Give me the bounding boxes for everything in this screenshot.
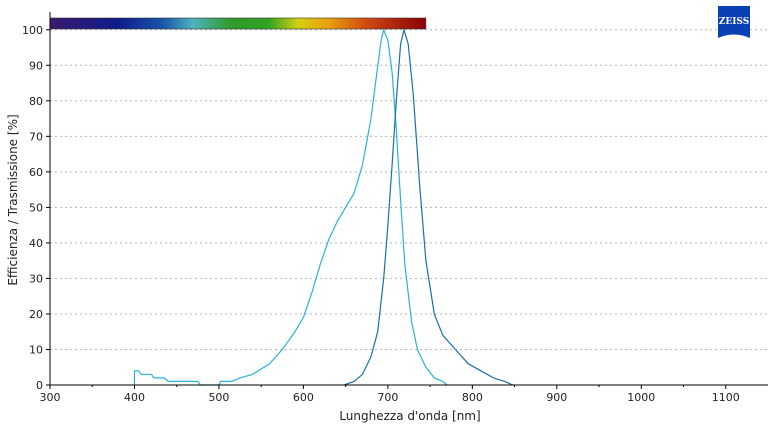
y-tick-labels: 0 10 20 30 40 50 60 70 80 90 100 <box>22 24 43 392</box>
zeiss-logo: ZEISS <box>718 6 750 38</box>
y-tick-label: 80 <box>29 95 43 108</box>
y-tick-label: 90 <box>29 59 43 72</box>
x-tick-label: 1100 <box>712 391 740 404</box>
y-tick-label: 50 <box>29 201 43 214</box>
series-line <box>133 29 448 386</box>
y-tick-label: 0 <box>36 379 43 392</box>
x-tick-label: 600 <box>293 391 314 404</box>
x-tick-label: 400 <box>124 391 145 404</box>
series-layer <box>133 29 514 386</box>
axes <box>46 12 768 389</box>
x-tick-label: 300 <box>40 391 61 404</box>
x-tick-label: 500 <box>208 391 229 404</box>
spectrum-color-bar <box>49 17 427 30</box>
x-tick-label: 800 <box>462 391 483 404</box>
y-tick-label: 70 <box>29 130 43 143</box>
x-tick-labels: 300 400 500 600 700 800 900 1000 1100 <box>40 391 740 404</box>
zeiss-logo-text: ZEISS <box>719 17 749 27</box>
series-line <box>343 29 514 386</box>
y-tick-label: 20 <box>29 308 43 321</box>
x-tick-label: 1000 <box>627 391 655 404</box>
y-tick-label: 10 <box>29 343 43 356</box>
x-axis-title: Lunghezza d'onda [nm] <box>339 409 480 423</box>
x-tick-label: 900 <box>546 391 567 404</box>
y-tick-label: 40 <box>29 237 43 250</box>
x-tick-label: 700 <box>377 391 398 404</box>
y-tick-label: 60 <box>29 166 43 179</box>
y-tick-label: 100 <box>22 24 43 37</box>
y-tick-label: 30 <box>29 272 43 285</box>
y-axis-title: Efficienza / Trasmissione [%] <box>6 114 20 285</box>
